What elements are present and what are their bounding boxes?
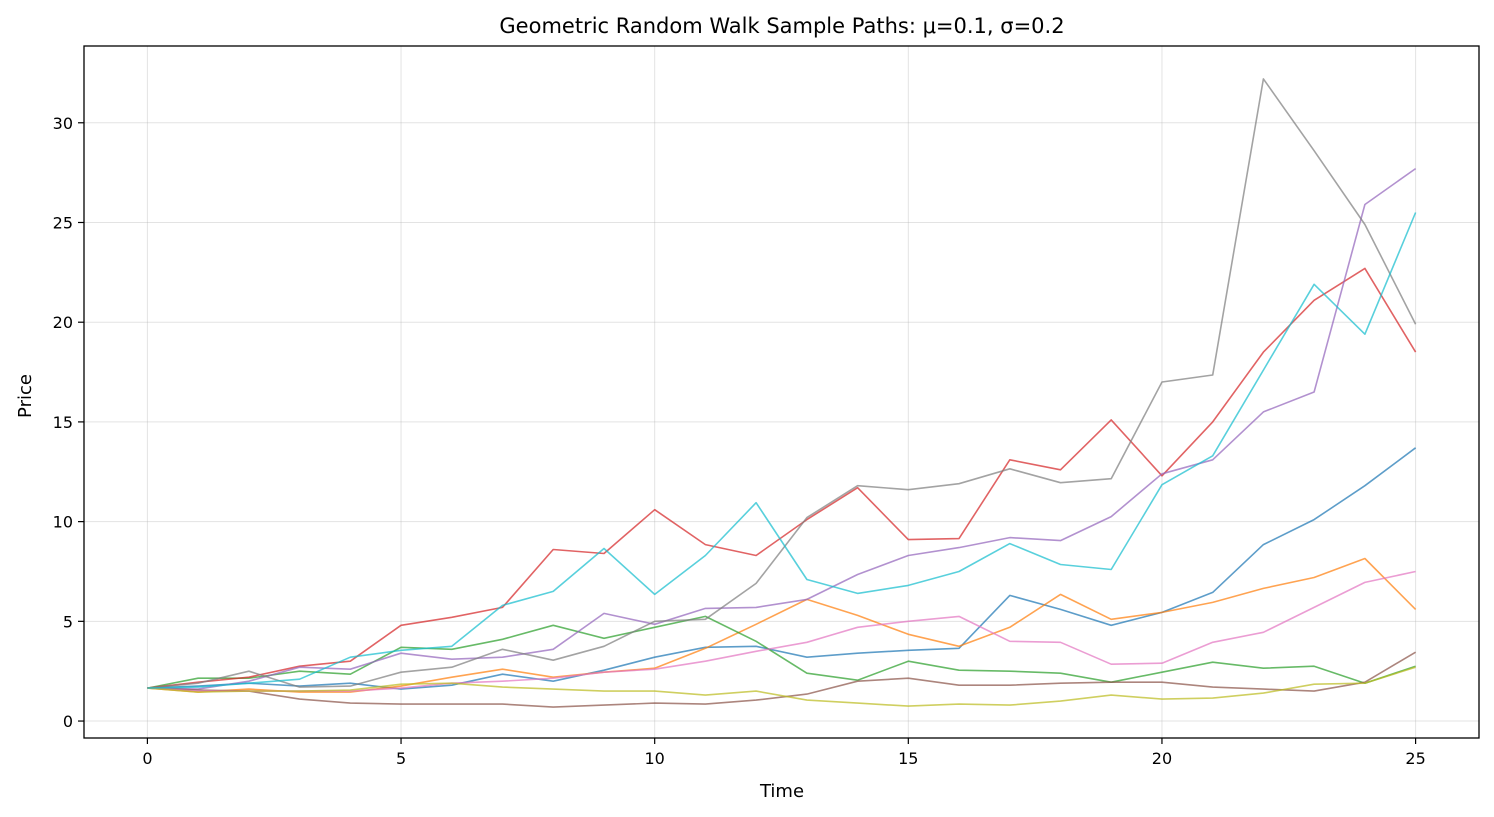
y-tick-label: 30 bbox=[53, 114, 73, 133]
x-tick-label: 10 bbox=[645, 749, 665, 768]
x-tick-label: 25 bbox=[1405, 749, 1425, 768]
grid bbox=[84, 46, 1479, 738]
y-tick-label: 25 bbox=[53, 213, 73, 232]
series-line-5 bbox=[147, 167, 1417, 690]
y-tick-label: 15 bbox=[53, 413, 73, 432]
series-line-10 bbox=[147, 212, 1417, 689]
series-line-7 bbox=[147, 570, 1416, 692]
series-line-1 bbox=[147, 447, 1417, 690]
series-line-8 bbox=[147, 78, 1417, 689]
series-line-9 bbox=[147, 666, 1416, 707]
x-tick-label: 5 bbox=[396, 749, 406, 768]
x-tick-label: 0 bbox=[142, 749, 152, 768]
y-tick-label: 5 bbox=[63, 612, 73, 631]
y-tick-label: 20 bbox=[53, 313, 73, 332]
y-axis-label: Price bbox=[15, 374, 36, 418]
x-tick-label: 20 bbox=[1152, 749, 1172, 768]
series-line-6 bbox=[147, 651, 1417, 708]
y-tick-label: 10 bbox=[53, 513, 73, 532]
y-tick-label: 0 bbox=[63, 712, 73, 731]
series-line-4 bbox=[147, 267, 1417, 689]
plot-frame bbox=[83, 45, 1480, 739]
x-axis-label: Time bbox=[759, 781, 804, 802]
series-line-2 bbox=[147, 557, 1417, 693]
series-group bbox=[147, 78, 1417, 708]
x-tick-label: 15 bbox=[898, 749, 918, 768]
chart-title: Geometric Random Walk Sample Paths: μ=0.… bbox=[499, 14, 1064, 38]
ticks: 0 5 10 15 20 25 0 5 10 15 20 25 30 bbox=[53, 114, 1426, 768]
series-line-3 bbox=[147, 615, 1416, 689]
